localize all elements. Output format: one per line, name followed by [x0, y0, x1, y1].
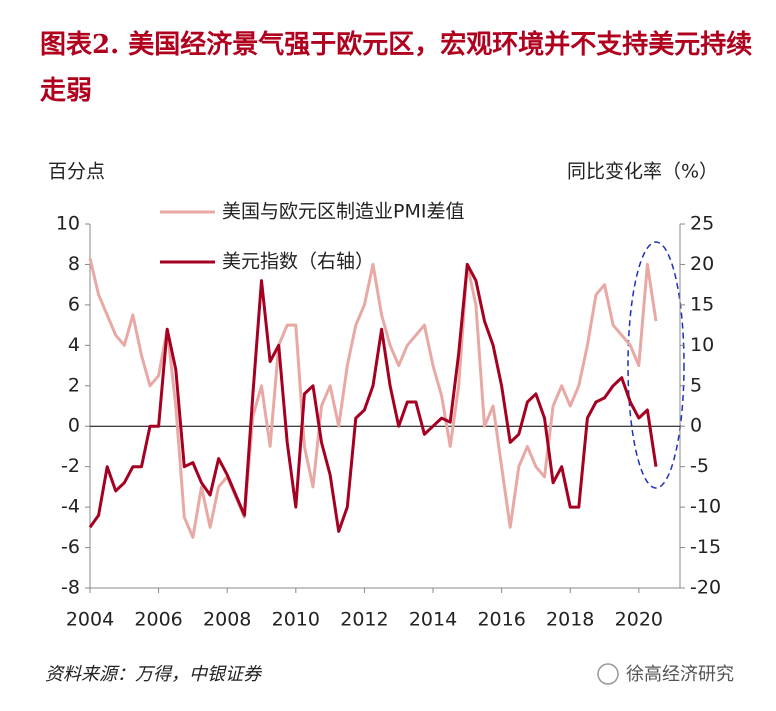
y-tick-label: 2: [68, 374, 80, 396]
y-tick-label: 4: [68, 334, 80, 356]
y2-tick-label: 20: [690, 253, 714, 275]
highlight-ellipse: [627, 241, 685, 489]
series-line: [88, 258, 658, 539]
y-tick-label: 8: [68, 253, 80, 275]
series-line: [88, 262, 658, 533]
x-tick-label: 2008: [203, 609, 251, 631]
y2-tick-label: -5: [690, 455, 709, 477]
y-axis-label: 百分点: [48, 161, 105, 183]
y-tick-label: -2: [61, 455, 80, 477]
y2-tick-label: 5: [690, 374, 702, 396]
y2-tick-label: -20: [690, 577, 721, 599]
x-tick-label: 2012: [340, 609, 388, 631]
x-tick-label: 2004: [66, 609, 114, 631]
y-tick-label: -6: [61, 536, 80, 558]
y-tick-label: -8: [61, 577, 80, 599]
y2-axis-label: 同比变化率（%）: [567, 161, 718, 183]
y-tick-label: 10: [56, 213, 80, 235]
y-tick-label: 6: [68, 293, 80, 315]
x-tick-label: 2006: [134, 609, 182, 631]
watermark-icon: [597, 663, 619, 685]
legend-label: 美国与欧元区制造业PMI差值: [222, 201, 464, 223]
x-tick-label: 2016: [477, 609, 525, 631]
y-tick-label: 0: [68, 415, 80, 437]
legend-label: 美元指数（右轴）: [222, 251, 374, 273]
y-tick-label: -4: [61, 496, 80, 518]
y2-tick-label: 15: [690, 293, 714, 315]
x-tick-label: 2010: [272, 609, 320, 631]
chart-title: 图表2. 美国经济景气强于欧元区，宏观环境并不支持美元持续走弱: [40, 30, 753, 106]
y2-tick-label: 25: [690, 213, 714, 235]
y2-tick-label: 0: [690, 415, 702, 437]
y2-tick-label: 10: [690, 334, 714, 356]
x-tick-label: 2020: [615, 609, 663, 631]
x-tick-label: 2014: [409, 609, 457, 631]
y2-tick-label: -15: [690, 536, 721, 558]
watermark: 徐高经济研究: [626, 664, 734, 685]
source-note: 资料来源：万得，中银证券: [45, 664, 263, 685]
x-tick-label: 2018: [546, 609, 594, 631]
y2-tick-label: -10: [690, 496, 721, 518]
